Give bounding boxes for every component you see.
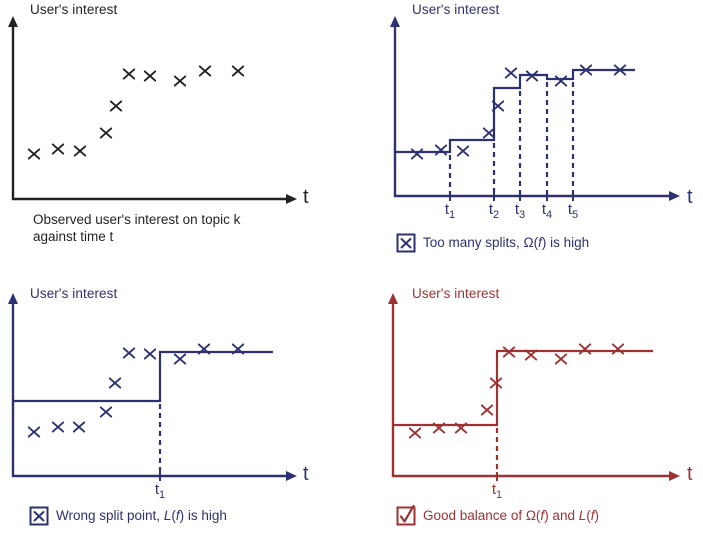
plot-top-left [8, 16, 297, 204]
caption-line-2: against time t [33, 229, 114, 244]
x-axis-label-good-balance: t [687, 463, 693, 485]
y-axis-title-wrong-split: User's interest [30, 286, 118, 301]
legend-too-many-splits: Too many splits, Ω(f) is high [396, 233, 589, 253]
x-box-icon [396, 233, 416, 253]
plot-bottom-right [388, 293, 680, 481]
caption-line-1: Observed user's interest on topic k [33, 212, 241, 227]
legend-good-balance: Good balance of Ω(f) and L(f) [396, 504, 599, 526]
tick-label-t2: t2 [488, 201, 500, 221]
x-axis-label-observed: t [303, 186, 309, 208]
legend-text-wrong-split: Wrong split point, L(f) is high [56, 508, 227, 523]
tick-label-t5: t5 [567, 201, 579, 221]
plot-top-right [390, 16, 680, 201]
y-axis-title-too-many-splits: User's interest [412, 2, 500, 17]
tick-label-t1: t1 [491, 481, 503, 501]
check-box-icon [396, 504, 416, 526]
x-box-icon [29, 506, 49, 526]
tick-label-t1: t1 [154, 481, 166, 501]
legend-text-good-balance: Good balance of Ω(f) and L(f) [423, 508, 599, 523]
plot-bottom-left [8, 293, 297, 481]
legend-wrong-split: Wrong split point, L(f) is high [29, 506, 227, 526]
tick-label-t1: t1 [444, 201, 456, 221]
x-axis-label-wrong-split: t [303, 463, 309, 485]
y-axis-title-good-balance: User's interest [412, 286, 500, 301]
figure-caption: Observed user's interest on topic k agai… [33, 211, 240, 245]
x-axis-label-too-many-splits: t [687, 186, 693, 208]
tick-label-t4: t4 [541, 201, 553, 221]
tick-label-t3: t3 [514, 201, 526, 221]
legend-text-too-many-splits: Too many splits, Ω(f) is high [423, 235, 590, 250]
y-axis-title-observed: User's interest [30, 2, 118, 17]
